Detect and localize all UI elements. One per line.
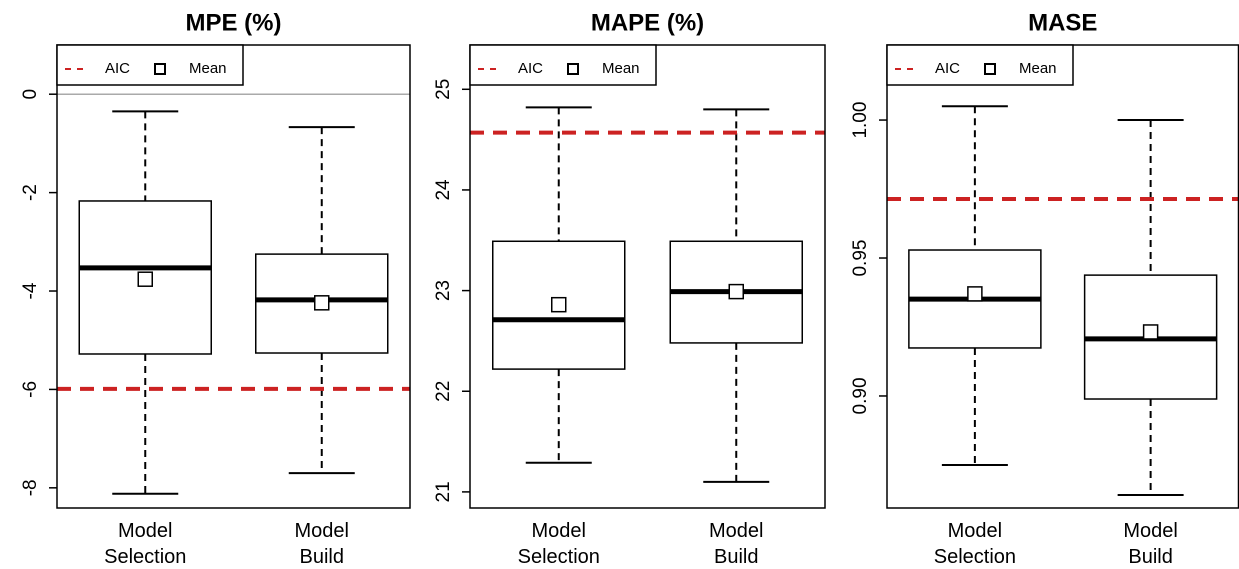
- legend-label: AIC: [518, 60, 543, 77]
- legend-label: Mean: [602, 60, 640, 77]
- mean-marker: [137, 271, 153, 287]
- legend-box: [56, 44, 244, 86]
- mean-marker: [314, 295, 330, 311]
- plot-frame: [56, 44, 411, 509]
- plot-frame: [886, 44, 1239, 509]
- y-tick-label: 24: [433, 179, 454, 201]
- legend-label: Mean: [189, 60, 227, 77]
- y-tick-label: -8: [20, 479, 41, 496]
- legend-mean-key: [984, 63, 996, 75]
- legend-box: [886, 44, 1074, 86]
- chart-title: MPE (%): [186, 9, 282, 36]
- legend-label: AIC: [935, 60, 960, 77]
- legend-box: [469, 44, 657, 86]
- mean-marker: [967, 286, 983, 302]
- y-tick-label: 0: [20, 89, 41, 100]
- y-tick-label: -4: [20, 282, 41, 299]
- chart-title: MAPE (%): [591, 9, 704, 36]
- y-tick-label: -2: [20, 184, 41, 201]
- legend-label: Mean: [1019, 60, 1057, 77]
- x-tick-label: Model Build: [709, 520, 764, 568]
- x-tick-label: Model Selection: [933, 520, 1017, 568]
- y-tick-label: 25: [433, 79, 454, 100]
- plot-frame: [469, 44, 826, 509]
- mean-marker: [728, 283, 744, 300]
- legend-mean-key: [567, 63, 579, 75]
- x-tick-label: Model Build: [1123, 520, 1178, 568]
- legend-label: AIC: [105, 60, 130, 77]
- mean-marker: [551, 296, 567, 313]
- legend-mean-key: [154, 63, 166, 75]
- y-tick-label: -6: [20, 381, 41, 398]
- chart-title: MASE: [1028, 9, 1097, 36]
- box: [255, 253, 389, 354]
- x-tick-label: Model Build: [294, 520, 349, 568]
- x-tick-label: Model Selection: [104, 520, 187, 568]
- y-tick-label: 22: [433, 381, 454, 402]
- y-tick-label: 0.90: [850, 377, 871, 414]
- mean-marker: [1142, 324, 1159, 340]
- box: [492, 240, 626, 370]
- y-tick-label: 21: [433, 481, 454, 502]
- y-tick-label: 1.00: [850, 102, 871, 139]
- y-tick-label: 23: [433, 280, 454, 301]
- box: [78, 200, 212, 355]
- y-tick-label: 0.95: [850, 240, 871, 277]
- x-tick-label: Model Selection: [517, 520, 600, 568]
